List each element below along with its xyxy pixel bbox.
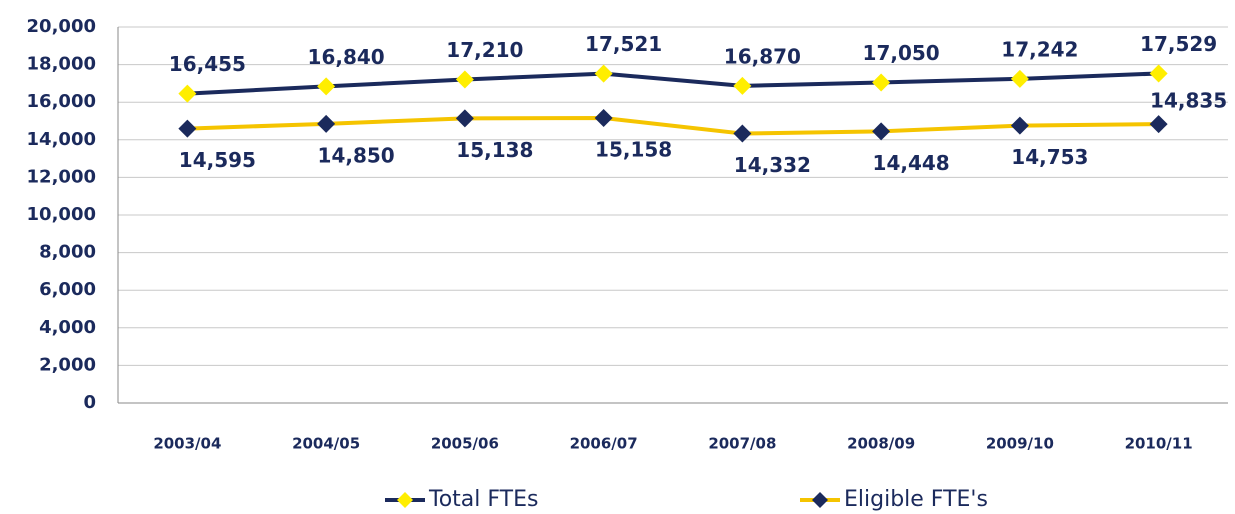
y-tick-label: 2,000: [39, 354, 96, 375]
marker: [455, 109, 474, 128]
legend-label: Eligible FTE's: [844, 487, 988, 512]
data-label: 17,242: [1001, 37, 1078, 61]
x-tick-label: 2009/10: [986, 435, 1054, 453]
data-label: 14,595: [179, 148, 256, 172]
marker: [594, 109, 613, 128]
marker: [317, 114, 336, 133]
y-tick-label: 6,000: [39, 279, 96, 300]
y-tick-label: 8,000: [39, 242, 96, 263]
marker: [1149, 115, 1168, 134]
x-tick-label: 2010/11: [1125, 435, 1193, 453]
data-label: 14,850: [318, 143, 395, 167]
data-label: 15,158: [595, 138, 672, 162]
y-tick-label: 0: [83, 392, 96, 413]
marker: [1010, 69, 1029, 88]
x-tick-label: 2005/06: [431, 435, 499, 453]
marker: [594, 64, 613, 83]
x-tick-label: 2003/04: [153, 435, 221, 453]
data-label: 15,138: [456, 138, 533, 162]
x-tick-label: 2006/07: [570, 435, 638, 453]
series-line: [187, 116, 1159, 136]
y-tick-label: 10,000: [27, 204, 96, 225]
marker: [178, 84, 197, 103]
marker: [317, 77, 336, 96]
data-label: 17,521: [585, 32, 662, 56]
marker: [1010, 116, 1029, 135]
marker: [178, 119, 197, 138]
marker: [1149, 64, 1168, 83]
y-tick-label: 14,000: [27, 129, 96, 150]
y-tick-label: 4,000: [39, 317, 96, 338]
series-line: [187, 71, 1159, 96]
y-tick-label: 20,000: [27, 16, 96, 37]
data-label: 17,529: [1140, 32, 1217, 56]
marker: [872, 122, 891, 141]
y-tick-label: 12,000: [27, 166, 96, 187]
y-tick-label: 18,000: [27, 54, 96, 75]
data-label: 14,753: [1011, 145, 1088, 169]
marker: [872, 73, 891, 92]
x-tick-label: 2004/05: [292, 435, 360, 453]
data-label: 14,448: [873, 151, 950, 175]
data-label: 16,870: [724, 44, 801, 68]
x-tick-label: 2007/08: [708, 435, 776, 453]
legend-label: Total FTEs: [428, 487, 538, 512]
data-label: 16,455: [169, 52, 246, 76]
data-label: 14,835: [1150, 89, 1227, 113]
x-tick-label: 2008/09: [847, 435, 915, 453]
data-label: 14,332: [734, 153, 811, 177]
data-label: 16,840: [308, 45, 385, 69]
data-label: 17,050: [863, 41, 940, 65]
legend-marker: [397, 492, 413, 508]
legend-marker: [812, 492, 828, 508]
data-label: 17,210: [446, 38, 523, 62]
marker: [733, 76, 752, 95]
y-tick-label: 16,000: [27, 91, 96, 112]
marker: [733, 124, 752, 143]
marker: [455, 70, 474, 89]
